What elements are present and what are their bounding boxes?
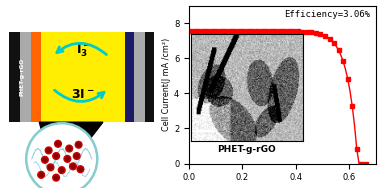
Text: $\mathbf{I_3^-}$: $\mathbf{I_3^-}$ — [76, 42, 91, 59]
Circle shape — [66, 145, 73, 152]
Circle shape — [64, 155, 71, 162]
Circle shape — [43, 158, 47, 162]
Circle shape — [58, 167, 65, 174]
Circle shape — [54, 176, 58, 180]
Circle shape — [45, 147, 52, 154]
Y-axis label: Cell Current(J mA /cm²): Cell Current(J mA /cm²) — [162, 38, 171, 131]
Circle shape — [47, 164, 54, 171]
Circle shape — [60, 168, 64, 172]
Text: $\mathbf{3I^-}$: $\mathbf{3I^-}$ — [71, 87, 95, 101]
Circle shape — [75, 141, 82, 148]
Circle shape — [67, 147, 71, 150]
Circle shape — [70, 163, 76, 170]
Circle shape — [55, 140, 61, 147]
Circle shape — [79, 167, 82, 171]
Bar — [41, 32, 125, 122]
Text: Efficiency=3.06%: Efficiency=3.06% — [285, 10, 370, 19]
Circle shape — [38, 171, 45, 178]
Bar — [31, 32, 41, 122]
Circle shape — [54, 154, 58, 158]
Circle shape — [77, 143, 81, 147]
Circle shape — [65, 157, 69, 161]
Text: PHET-g-rGO: PHET-g-rGO — [217, 145, 276, 154]
Circle shape — [56, 142, 60, 146]
Text: PHET-g-rGO: PHET-g-rGO — [19, 58, 25, 96]
Circle shape — [49, 165, 53, 169]
Circle shape — [71, 164, 75, 168]
Bar — [134, 32, 145, 122]
Bar — [20, 32, 31, 122]
Circle shape — [47, 149, 51, 152]
Polygon shape — [39, 122, 103, 182]
Circle shape — [53, 174, 59, 181]
Circle shape — [39, 173, 43, 177]
Circle shape — [26, 123, 97, 188]
Circle shape — [42, 156, 48, 163]
Circle shape — [75, 154, 79, 158]
Circle shape — [53, 153, 59, 159]
Bar — [9, 32, 20, 122]
Bar — [125, 32, 134, 122]
Circle shape — [77, 166, 84, 173]
Bar — [145, 32, 154, 122]
Circle shape — [73, 153, 80, 159]
